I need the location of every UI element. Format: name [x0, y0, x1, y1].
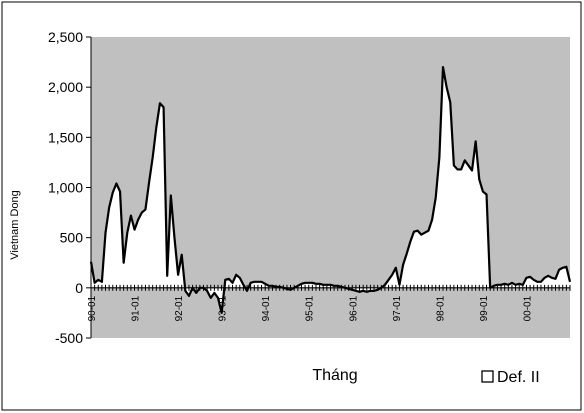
x-tick-label: 91-01: [131, 295, 142, 321]
x-tick-label: 95-01: [305, 295, 316, 321]
x-tick-label: 00-01: [522, 295, 533, 321]
y-tick-label: -500: [55, 330, 83, 346]
x-tick-label: 93-01: [218, 295, 229, 321]
y-tick-label: 2,000: [48, 79, 83, 95]
legend: Def. II: [481, 369, 540, 386]
y-tick-label: 0: [75, 280, 83, 296]
x-axis: 90-01 91-01 92-01 93-01 94-01 95-01 96-01 97-01…: [87, 284, 571, 321]
y-axis-label: Vietnam Dong: [9, 190, 21, 260]
y-axis: -500 0 500 1,000 1,500 2,000 2,500: [48, 29, 92, 346]
legend-swatch: [481, 370, 494, 383]
x-tick-label: 98-01: [435, 295, 446, 321]
y-tick-label: 2,500: [48, 29, 83, 45]
legend-entry-def-ii: Def. II: [497, 369, 540, 386]
y-tick-label: 500: [60, 230, 84, 246]
y-tick-label: 1,000: [48, 180, 83, 196]
x-tick-label: 94-01: [261, 295, 272, 321]
series-area-fill: [91, 67, 570, 313]
x-tick-label: 92-01: [174, 295, 185, 321]
x-tick-label: 90-01: [87, 295, 98, 321]
x-axis-label: Tháng: [312, 367, 357, 384]
x-tick-label: 97-01: [392, 295, 403, 321]
x-tick-label: 96-01: [348, 295, 359, 321]
x-tick-label: 99-01: [479, 295, 490, 321]
y-tick-label: 1,500: [48, 129, 83, 145]
